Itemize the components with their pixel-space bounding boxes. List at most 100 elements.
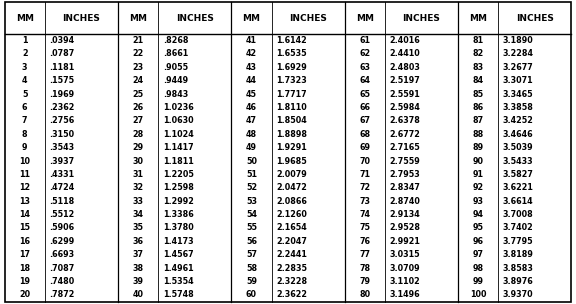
Text: INCHES: INCHES bbox=[403, 14, 441, 22]
Text: 3.1102: 3.1102 bbox=[389, 277, 420, 286]
Text: .5512: .5512 bbox=[50, 210, 75, 219]
Text: 3.8976: 3.8976 bbox=[503, 277, 533, 286]
Text: 65: 65 bbox=[359, 90, 370, 98]
Text: 7: 7 bbox=[22, 116, 28, 125]
Text: 80: 80 bbox=[359, 290, 370, 299]
Text: 2.2835: 2.2835 bbox=[276, 264, 307, 273]
Text: 88: 88 bbox=[472, 130, 484, 139]
Text: 3.3071: 3.3071 bbox=[503, 76, 533, 85]
Text: 23: 23 bbox=[132, 63, 143, 72]
Text: .8268: .8268 bbox=[163, 36, 188, 45]
Text: 1.2598: 1.2598 bbox=[163, 183, 194, 192]
Text: 2.8740: 2.8740 bbox=[389, 197, 420, 206]
Text: 76: 76 bbox=[359, 237, 370, 246]
Text: 3.8583: 3.8583 bbox=[503, 264, 534, 273]
Text: 45: 45 bbox=[246, 90, 257, 98]
Text: 39: 39 bbox=[132, 277, 143, 286]
Text: 12: 12 bbox=[19, 183, 31, 192]
Text: 3.9370: 3.9370 bbox=[503, 290, 533, 299]
Text: 51: 51 bbox=[246, 170, 257, 179]
Text: 35: 35 bbox=[132, 223, 143, 233]
Text: 2.5591: 2.5591 bbox=[389, 90, 420, 98]
Text: .7480: .7480 bbox=[50, 277, 75, 286]
Text: 17: 17 bbox=[19, 250, 30, 259]
Text: .0787: .0787 bbox=[50, 50, 75, 58]
Text: .3150: .3150 bbox=[50, 130, 74, 139]
Text: 100: 100 bbox=[470, 290, 486, 299]
Text: .9449: .9449 bbox=[163, 76, 188, 85]
Text: 3.4252: 3.4252 bbox=[503, 116, 534, 125]
Text: .3543: .3543 bbox=[50, 143, 74, 152]
Text: .9843: .9843 bbox=[163, 90, 188, 98]
Text: .6299: .6299 bbox=[50, 237, 75, 246]
Text: .0394: .0394 bbox=[50, 36, 74, 45]
Text: 1.5354: 1.5354 bbox=[163, 277, 194, 286]
Text: 26: 26 bbox=[132, 103, 143, 112]
Text: 3.2677: 3.2677 bbox=[503, 63, 533, 72]
Text: 81: 81 bbox=[472, 36, 484, 45]
Text: 2: 2 bbox=[22, 50, 28, 58]
Text: 2.9921: 2.9921 bbox=[389, 237, 420, 246]
Text: 3.3465: 3.3465 bbox=[503, 90, 533, 98]
Text: 1.0630: 1.0630 bbox=[163, 116, 194, 125]
Text: 64: 64 bbox=[359, 76, 370, 85]
Text: 2.3228: 2.3228 bbox=[276, 277, 307, 286]
Text: 69: 69 bbox=[359, 143, 370, 152]
Text: 32: 32 bbox=[132, 183, 143, 192]
Text: 8: 8 bbox=[22, 130, 28, 139]
Text: 1.3386: 1.3386 bbox=[163, 210, 194, 219]
Text: 2.1260: 2.1260 bbox=[276, 210, 307, 219]
Text: 2.2047: 2.2047 bbox=[276, 237, 307, 246]
Text: 62: 62 bbox=[359, 50, 370, 58]
Text: 67: 67 bbox=[359, 116, 370, 125]
Text: 36: 36 bbox=[132, 237, 143, 246]
Text: 2.3622: 2.3622 bbox=[276, 290, 307, 299]
Text: 1.1417: 1.1417 bbox=[163, 143, 194, 152]
Text: 89: 89 bbox=[472, 143, 484, 152]
Text: 2.0472: 2.0472 bbox=[276, 183, 307, 192]
Text: 14: 14 bbox=[19, 210, 30, 219]
Text: 48: 48 bbox=[246, 130, 257, 139]
Text: 19: 19 bbox=[19, 277, 30, 286]
Text: 30: 30 bbox=[132, 157, 143, 165]
Text: 3.6614: 3.6614 bbox=[503, 197, 533, 206]
Text: 3.7008: 3.7008 bbox=[503, 210, 533, 219]
Text: 47: 47 bbox=[246, 116, 257, 125]
Text: 72: 72 bbox=[359, 183, 370, 192]
Text: INCHES: INCHES bbox=[176, 14, 214, 22]
Text: 97: 97 bbox=[473, 250, 484, 259]
Text: 58: 58 bbox=[246, 264, 257, 273]
Text: 5: 5 bbox=[22, 90, 28, 98]
Text: 2.1654: 2.1654 bbox=[276, 223, 307, 233]
Text: 1.4961: 1.4961 bbox=[163, 264, 194, 273]
Text: 74: 74 bbox=[359, 210, 370, 219]
Text: 1.9291: 1.9291 bbox=[276, 143, 307, 152]
Text: 3.0709: 3.0709 bbox=[389, 264, 420, 273]
Text: 95: 95 bbox=[473, 223, 484, 233]
Text: 1.5748: 1.5748 bbox=[163, 290, 194, 299]
Text: .1575: .1575 bbox=[50, 76, 74, 85]
Text: 11: 11 bbox=[19, 170, 30, 179]
Text: 60: 60 bbox=[246, 290, 257, 299]
Text: 34: 34 bbox=[132, 210, 143, 219]
Text: .5118: .5118 bbox=[50, 197, 75, 206]
Text: 1.2992: 1.2992 bbox=[163, 197, 194, 206]
Text: 1.2205: 1.2205 bbox=[163, 170, 194, 179]
Text: MM: MM bbox=[16, 14, 34, 22]
Text: 52: 52 bbox=[246, 183, 257, 192]
Text: 21: 21 bbox=[132, 36, 143, 45]
Text: 86: 86 bbox=[472, 103, 484, 112]
Text: 84: 84 bbox=[472, 76, 484, 85]
Text: MM: MM bbox=[242, 14, 260, 22]
Text: 3: 3 bbox=[22, 63, 28, 72]
Text: 49: 49 bbox=[246, 143, 257, 152]
Text: 53: 53 bbox=[246, 197, 257, 206]
Text: 1.9685: 1.9685 bbox=[276, 157, 307, 165]
Text: 3.5039: 3.5039 bbox=[503, 143, 533, 152]
Text: 2.0866: 2.0866 bbox=[276, 197, 307, 206]
Text: MM: MM bbox=[469, 14, 487, 22]
Text: 6: 6 bbox=[22, 103, 28, 112]
Text: 2.7165: 2.7165 bbox=[389, 143, 420, 152]
Text: 2.4016: 2.4016 bbox=[389, 36, 420, 45]
Text: 78: 78 bbox=[359, 264, 370, 273]
